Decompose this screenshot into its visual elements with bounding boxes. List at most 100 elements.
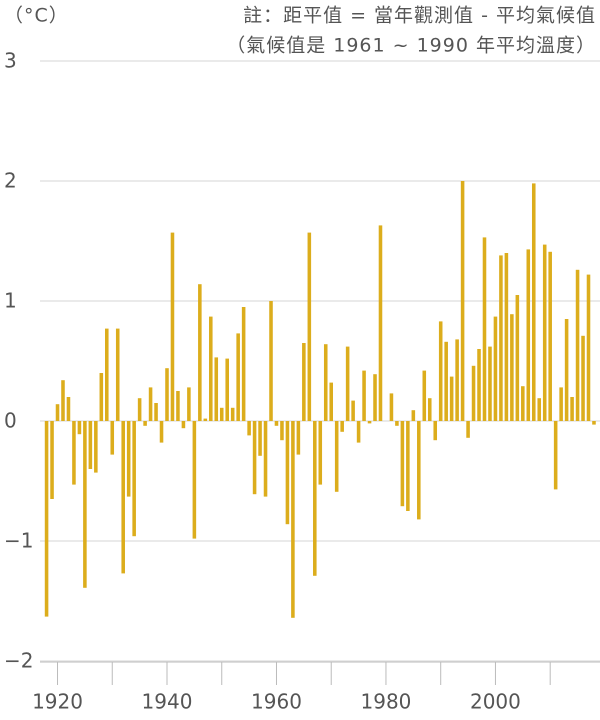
bar — [121, 421, 125, 574]
bar — [181, 421, 186, 429]
bar — [510, 314, 514, 421]
bar — [493, 316, 498, 421]
bar — [367, 421, 372, 424]
bar — [241, 307, 246, 421]
note: （氣候值是 1961 ~ 1990 年平均溫度） — [226, 35, 596, 57]
bar — [318, 421, 323, 485]
bar — [575, 269, 580, 421]
bar — [176, 391, 180, 421]
y-tick-label: −2 — [4, 649, 33, 673]
bar — [263, 421, 268, 497]
bar — [362, 370, 366, 421]
bar — [148, 387, 153, 421]
bar — [521, 386, 525, 421]
bar — [143, 421, 147, 426]
x-tick-label: 1940 — [142, 690, 193, 714]
bar — [126, 421, 131, 497]
bar — [105, 328, 109, 421]
bar — [471, 365, 476, 421]
bar — [356, 421, 361, 443]
x-tick-label: 1920 — [32, 690, 83, 714]
bar — [274, 421, 279, 426]
bar — [296, 421, 301, 455]
unit-label: （°C） — [4, 5, 69, 27]
bar — [499, 255, 503, 421]
bar — [132, 421, 136, 537]
bar — [291, 421, 295, 618]
bar — [154, 403, 158, 421]
bar — [209, 316, 213, 421]
bar — [50, 421, 54, 499]
bar — [526, 249, 531, 421]
bar — [247, 421, 251, 436]
bar — [389, 393, 394, 421]
y-tick-label: 1 — [4, 289, 17, 313]
bar — [455, 339, 459, 421]
bar — [302, 343, 306, 421]
x-tick-label: 1960 — [251, 690, 302, 714]
bar — [83, 421, 87, 588]
bar — [411, 410, 416, 421]
note: 註：距平值 = 當年觀測值 - 平均氣候值 — [243, 5, 596, 27]
bar — [323, 344, 328, 421]
bar — [531, 183, 536, 421]
bar — [482, 237, 487, 421]
x-tick-label: 2000 — [470, 690, 521, 714]
bar — [187, 387, 191, 421]
bar — [99, 373, 104, 421]
bar — [542, 244, 547, 421]
y-tick-label: 2 — [4, 169, 17, 193]
bar — [433, 421, 438, 441]
bar — [351, 400, 355, 421]
bar — [537, 398, 542, 421]
bar — [230, 407, 235, 421]
bar — [559, 387, 563, 421]
bar — [219, 407, 224, 421]
bar — [586, 274, 591, 421]
bar — [334, 421, 339, 492]
bar — [427, 398, 432, 421]
y-tick-label: 0 — [4, 409, 17, 433]
bar — [159, 421, 164, 443]
bar — [329, 382, 334, 421]
bar — [280, 421, 284, 441]
bar — [422, 370, 427, 421]
y-tick-label: 3 — [4, 49, 17, 73]
bar — [192, 421, 197, 539]
bar — [55, 404, 60, 421]
bar — [214, 357, 219, 421]
bar — [165, 368, 169, 421]
x-tick-label: 1980 — [361, 690, 412, 714]
bar — [548, 251, 552, 421]
bar — [225, 358, 229, 421]
y-tick-label: −1 — [4, 529, 33, 553]
bar — [77, 421, 82, 435]
bar — [236, 333, 240, 421]
bar — [449, 376, 454, 421]
bar — [66, 397, 71, 421]
bar — [313, 421, 317, 576]
bar — [258, 421, 262, 456]
bar — [438, 321, 443, 421]
bar — [88, 421, 93, 469]
bar — [444, 341, 448, 421]
bar — [340, 421, 344, 432]
bar — [570, 397, 574, 421]
bar — [110, 421, 115, 455]
bar — [94, 421, 98, 473]
bar — [345, 346, 350, 421]
bar — [400, 421, 405, 507]
bar — [115, 328, 120, 421]
bar — [170, 232, 175, 421]
bar — [61, 380, 65, 421]
bar — [198, 284, 202, 421]
bar — [466, 421, 470, 438]
bar — [460, 181, 465, 421]
bar — [72, 421, 76, 485]
bar — [417, 421, 421, 520]
bar — [504, 253, 509, 421]
bar — [581, 335, 585, 421]
bar — [406, 421, 410, 511]
bar — [395, 421, 399, 426]
